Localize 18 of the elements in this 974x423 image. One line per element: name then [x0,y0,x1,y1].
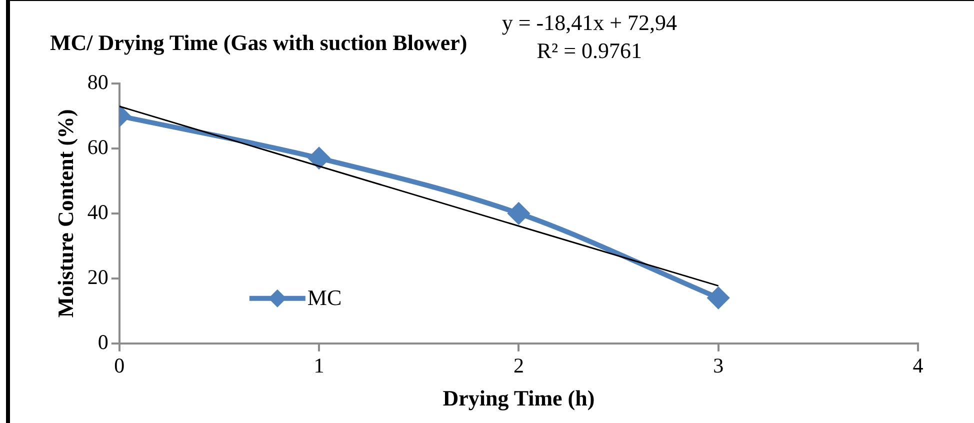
x-tick-label: 2 [513,354,524,378]
y-axis-title: Moisture Content (%) [52,109,78,318]
text: R² = 0.9761 [536,38,642,63]
x-tick-label: 1 [314,354,324,378]
point [708,287,729,308]
x-tick-label: 0 [114,354,125,378]
legend-label: MC [307,285,342,310]
x-tick-label: 3 [713,354,724,378]
x-axis-title: Drying Time (h) [442,385,595,410]
y-tick-label: 0 [98,330,108,354]
y-tick-label: 20 [87,264,108,289]
y-tick-label: 80 [87,70,108,94]
point [508,202,530,224]
x-tick-label: 4 [912,354,924,378]
y-tick-label: 40 [87,200,108,224]
y-tick-label: 60 [87,134,108,159]
chart-title: MC/ Drying Time (Gas with suction Blower) [50,30,468,55]
text: y = -18,41x + 72,94 [502,10,677,35]
